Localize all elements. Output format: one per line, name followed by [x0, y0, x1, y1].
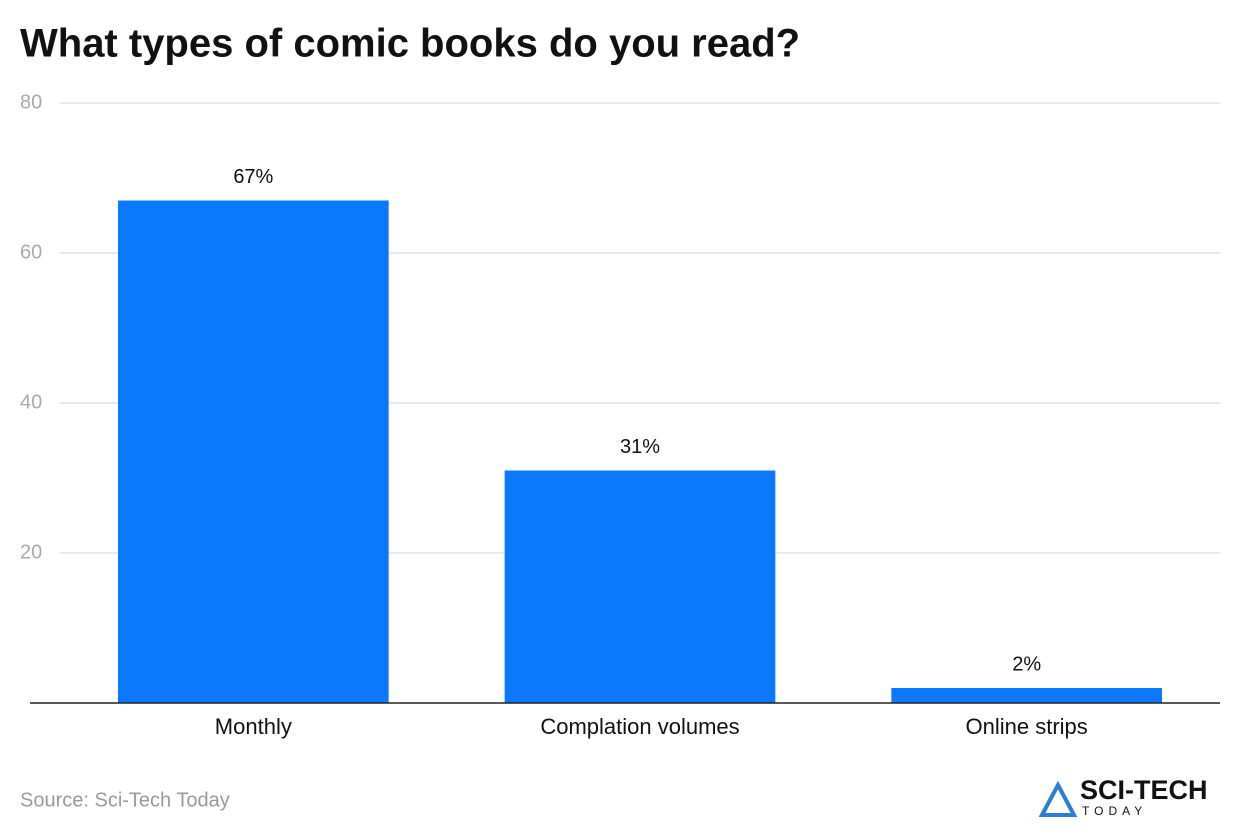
y-tick-label: 20 [20, 541, 42, 563]
source: Source: Sci-Tech Today [20, 789, 230, 811]
bar [118, 200, 389, 703]
x-tick-label: Monthly [215, 714, 292, 739]
value-label: 2% [1012, 653, 1041, 675]
logo: SCI-TECH TODAY [1038, 775, 1208, 818]
chart-title: What types of comic books do you read? [20, 22, 800, 66]
bar [504, 470, 776, 703]
y-tick-label: 60 [20, 241, 42, 263]
logo-subtext: TODAY [1082, 804, 1147, 818]
value-label: 31% [620, 436, 660, 458]
bar [891, 688, 1162, 703]
logo-text: SCI-TECH [1080, 775, 1208, 805]
x-tick-label: Online strips [966, 714, 1088, 739]
y-tick-label: 80 [20, 91, 42, 113]
x-tick-label: Complation volumes [540, 714, 739, 739]
y-tick-label: 40 [20, 391, 42, 413]
logo-icon [1038, 780, 1078, 817]
value-label: 67% [233, 166, 273, 188]
